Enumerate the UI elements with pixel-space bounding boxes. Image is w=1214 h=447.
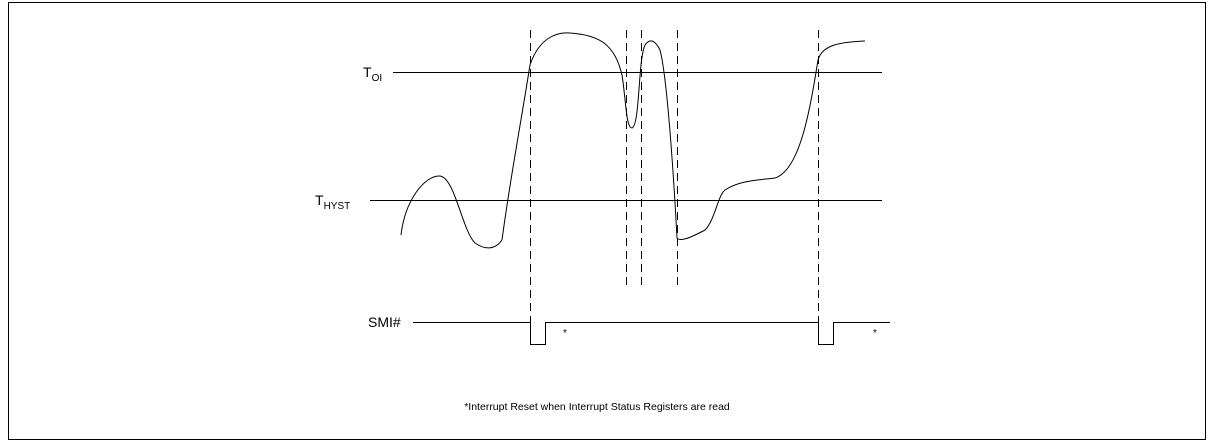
symbol: T [363,64,372,80]
symbol: T [315,192,324,208]
footnote: *Interrupt Reset when Interrupt Status R… [464,401,730,413]
t-hyst-label: THYST [315,192,350,212]
t-oi-label: TOI [363,64,382,84]
asterisk: * [563,328,567,339]
subscript: OI [372,73,383,84]
event-lines [530,30,819,335]
frame [8,2,1206,440]
subscript: HYST [324,201,351,212]
smi-label: SMI# [368,314,401,330]
asterisk: * [873,328,877,339]
smi-signal [413,322,890,345]
temperature-curve [400,32,866,249]
